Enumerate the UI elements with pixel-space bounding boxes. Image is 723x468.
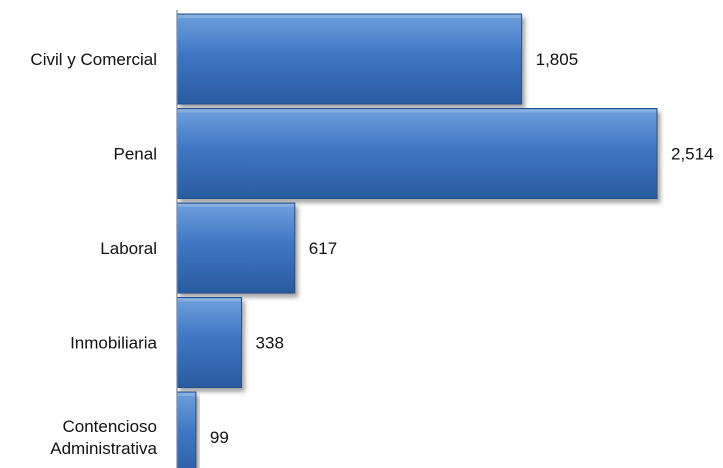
category-label: Penal xyxy=(114,145,157,164)
bar-1 xyxy=(176,13,523,105)
bar-3 xyxy=(176,202,296,294)
bar-4 xyxy=(176,297,243,388)
category-label: Contencioso Administrativa xyxy=(50,417,157,458)
bar-highlight-5 xyxy=(178,393,195,396)
category-label: Inmobiliaria xyxy=(70,334,157,353)
value-label: 2,514 xyxy=(671,145,714,164)
category-label: Laboral xyxy=(100,239,157,258)
value-label: 1,805 xyxy=(536,50,579,69)
value-label: 338 xyxy=(256,334,284,353)
value-label: 99 xyxy=(210,428,229,447)
bar-highlight-3 xyxy=(178,204,294,207)
bar-2 xyxy=(176,108,658,199)
bar-highlight-4 xyxy=(178,298,241,302)
value-labels: 1,805 2,514 617 338 99 xyxy=(210,50,714,447)
bar-5 xyxy=(176,391,197,468)
bar-highlight-2 xyxy=(178,109,656,113)
bars-layer xyxy=(176,13,658,468)
value-label: 617 xyxy=(309,239,337,258)
category-label: Civil y Comercial xyxy=(30,50,157,69)
category-labels: Civil y Comercial Penal Laboral Inmobiliari… xyxy=(30,50,157,458)
bar-highlight-1 xyxy=(178,15,521,18)
